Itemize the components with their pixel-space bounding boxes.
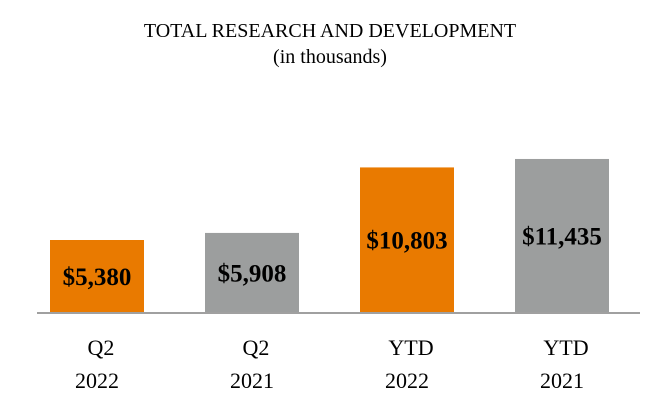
x-tick-label: 2022 <box>75 368 119 393</box>
data-label: $10,803 <box>366 228 447 255</box>
x-tick-label: YTD <box>543 335 588 360</box>
bar <box>50 240 144 312</box>
data-label: $5,380 <box>63 264 132 291</box>
x-tick-label: Q2 <box>88 335 115 360</box>
chart-subtitle: (in thousands) <box>273 46 387 68</box>
x-tick-label: 2022 <box>385 368 429 393</box>
bar <box>515 158 609 312</box>
x-tick-label: 2021 <box>540 368 584 393</box>
data-label: $5,908 <box>218 260 287 287</box>
chart-title: TOTAL RESEARCH AND DEVELOPMENT <box>143 20 517 42</box>
bar <box>360 167 454 312</box>
x-tick-label: YTD <box>388 335 433 360</box>
bar <box>205 232 299 312</box>
x-tick-label: Q2 <box>243 335 270 360</box>
x-tick-label: 2021 <box>230 368 274 393</box>
data-label: $11,435 <box>522 223 602 250</box>
